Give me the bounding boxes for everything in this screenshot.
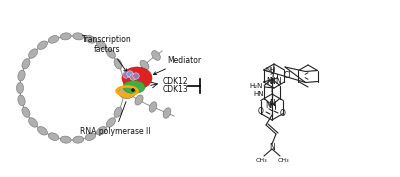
Ellipse shape xyxy=(38,41,48,49)
Text: O: O xyxy=(280,110,286,118)
Ellipse shape xyxy=(129,70,139,80)
Ellipse shape xyxy=(85,133,96,140)
Circle shape xyxy=(127,71,133,77)
Ellipse shape xyxy=(48,133,59,140)
Ellipse shape xyxy=(18,95,25,106)
Text: CDK12: CDK12 xyxy=(163,76,189,85)
Ellipse shape xyxy=(149,102,157,112)
Ellipse shape xyxy=(73,136,84,143)
Ellipse shape xyxy=(114,107,122,117)
Text: Mediator: Mediator xyxy=(153,56,201,75)
Text: NH: NH xyxy=(266,67,276,73)
Text: N: N xyxy=(269,98,275,107)
Text: NH: NH xyxy=(265,101,276,110)
Ellipse shape xyxy=(85,36,96,43)
Ellipse shape xyxy=(118,85,136,98)
Ellipse shape xyxy=(60,136,71,143)
Text: N: N xyxy=(276,76,281,85)
Text: N: N xyxy=(269,76,275,85)
Ellipse shape xyxy=(140,60,149,70)
Ellipse shape xyxy=(18,70,25,81)
Text: HN: HN xyxy=(254,91,264,97)
Ellipse shape xyxy=(106,49,116,58)
Ellipse shape xyxy=(22,107,30,117)
Ellipse shape xyxy=(152,51,160,60)
Ellipse shape xyxy=(114,59,122,69)
Circle shape xyxy=(131,88,135,92)
Ellipse shape xyxy=(60,33,71,40)
Ellipse shape xyxy=(96,127,106,135)
Text: Cl: Cl xyxy=(284,72,291,81)
Text: N: N xyxy=(269,142,275,152)
Text: CH₃: CH₃ xyxy=(255,158,267,162)
Circle shape xyxy=(133,73,139,79)
Text: Transcription
factors: Transcription factors xyxy=(82,35,132,72)
Ellipse shape xyxy=(28,49,38,58)
Ellipse shape xyxy=(22,59,30,69)
Ellipse shape xyxy=(163,108,171,118)
Ellipse shape xyxy=(38,127,48,135)
Ellipse shape xyxy=(48,36,59,43)
Ellipse shape xyxy=(28,118,38,127)
Text: RNA polymerase II: RNA polymerase II xyxy=(80,102,150,136)
Text: H₂N: H₂N xyxy=(250,83,263,89)
Text: CH₃: CH₃ xyxy=(277,158,289,162)
Ellipse shape xyxy=(135,95,143,105)
Text: N: N xyxy=(267,76,272,85)
Circle shape xyxy=(123,72,129,78)
Ellipse shape xyxy=(73,33,84,40)
Ellipse shape xyxy=(122,67,152,89)
Text: CDK13: CDK13 xyxy=(163,85,189,95)
Ellipse shape xyxy=(16,82,24,93)
Circle shape xyxy=(130,74,136,80)
Ellipse shape xyxy=(96,41,106,49)
Ellipse shape xyxy=(123,81,145,93)
Text: O: O xyxy=(258,107,264,116)
Ellipse shape xyxy=(106,118,116,127)
